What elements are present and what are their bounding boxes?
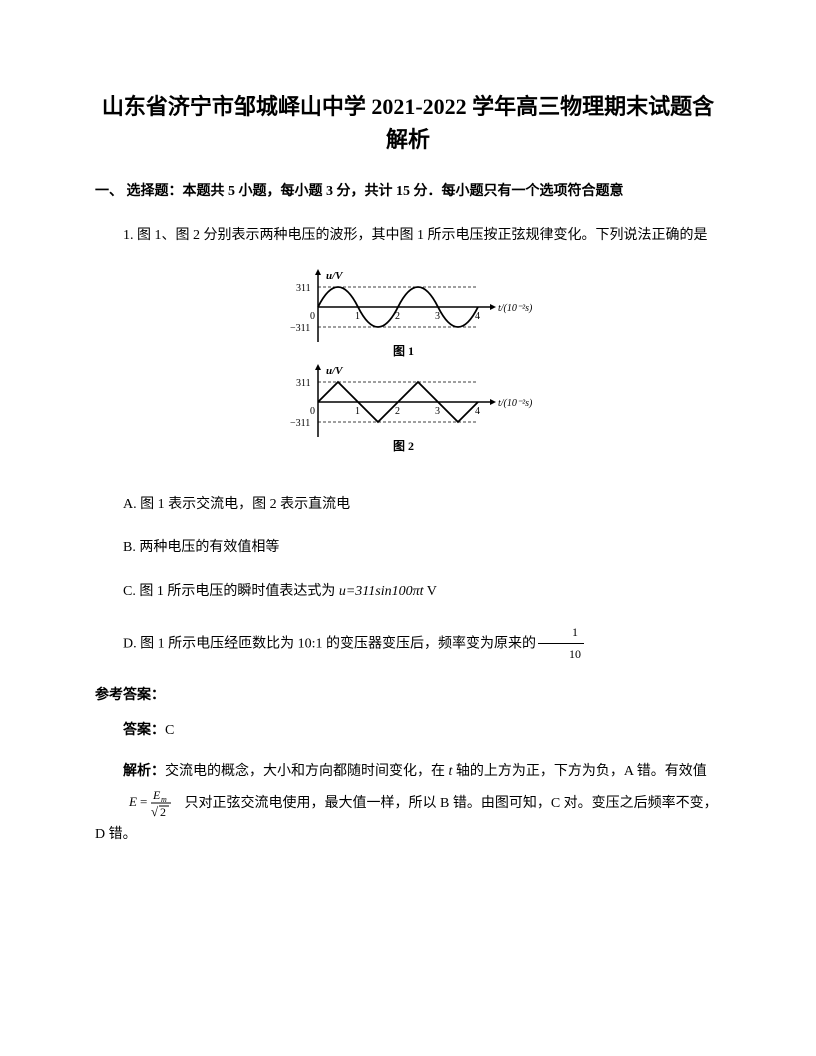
option-a: A. 图 1 表示交流电，图 2 表示直流电 — [95, 492, 721, 517]
answer-value: C — [165, 723, 174, 738]
svg-text:√: √ — [151, 804, 159, 819]
question-body: 图 1、图 2 分别表示两种电压的波形，其中图 1 所示电压按正弦规律变化。下列… — [137, 228, 708, 243]
svg-text:4: 4 — [475, 406, 480, 417]
fraction-numerator: 1 — [538, 622, 584, 645]
svg-text:2: 2 — [395, 311, 400, 322]
explanation-text1: 交流电的概念，大小和方向都随时间变化，在 — [165, 764, 449, 779]
figure-container: u/V 311 −311 0 1 2 3 4 t/(10⁻²s) 图 1 — [95, 267, 721, 472]
svg-text:3: 3 — [435, 406, 440, 417]
fraction-denominator: 10 — [538, 644, 584, 666]
explanation-text2: 轴的上方为正，下方为负，A 错。有效值 — [452, 764, 706, 779]
answer-label: 答案： — [123, 723, 165, 738]
question-text: 1. 图 1、图 2 分别表示两种电压的波形，其中图 1 所示电压按正弦规律变化… — [95, 221, 721, 252]
svg-text:E: E — [128, 794, 137, 809]
svg-text:t/(10⁻²s): t/(10⁻²s) — [498, 303, 533, 314]
section-header: 一、 选择题：本题共 5 小题，每小题 3 分，共计 15 分．每小题只有一个选… — [95, 181, 721, 203]
svg-text:=: = — [140, 794, 147, 809]
svg-text:2: 2 — [160, 805, 166, 819]
rms-formula: E = E m √ 2 — [99, 788, 177, 820]
svg-text:−311: −311 — [290, 323, 310, 334]
option-d-prefix: D. 图 1 所示电压经匝数比为 10:1 的变压器变压后，频率变为原来的 — [123, 636, 536, 651]
explanation-text3: 只对正弦交流电使用，最大值一样，所以 B 错。由图可知，C 对。变压之后频率不变… — [95, 796, 718, 842]
fraction-1-10: 110 — [538, 622, 584, 666]
svg-text:u/V: u/V — [326, 270, 344, 282]
explanation: 解析：交流电的概念，大小和方向都随时间变化，在 t 轴的上方为正，下方为负，A … — [95, 757, 721, 851]
document-title: 山东省济宁市邹城峄山中学 2021-2022 学年高三物理期末试题含解析 — [95, 90, 721, 156]
option-c-prefix: C. 图 1 所示电压的瞬时值表达式为 — [123, 584, 339, 599]
waveform-figures: u/V 311 −311 0 1 2 3 4 t/(10⁻²s) 图 1 — [278, 267, 538, 472]
svg-text:u/V: u/V — [326, 365, 344, 377]
option-b: B. 两种电压的有效值相等 — [95, 535, 721, 560]
svg-text:0: 0 — [310, 311, 315, 322]
svg-text:1: 1 — [355, 311, 360, 322]
svg-text:2: 2 — [395, 406, 400, 417]
svg-text:图 1: 图 1 — [393, 344, 414, 358]
svg-text:311: 311 — [296, 378, 311, 389]
option-c-suffix: V — [424, 584, 437, 599]
option-c-formula: u=311sin100 — [339, 584, 413, 599]
question-number: 1. — [123, 228, 134, 243]
svg-text:E: E — [152, 788, 161, 802]
explanation-label: 解析： — [123, 764, 165, 779]
svg-text:0: 0 — [310, 406, 315, 417]
svg-text:4: 4 — [475, 311, 480, 322]
reference-answer-label: 参考答案： — [95, 684, 721, 704]
svg-text:图 2: 图 2 — [393, 439, 414, 453]
svg-text:3: 3 — [435, 311, 440, 322]
option-c: C. 图 1 所示电压的瞬时值表达式为 u=311sin100πt V — [95, 579, 721, 604]
pi-symbol: πt — [413, 584, 424, 599]
svg-text:t/(10⁻²s): t/(10⁻²s) — [498, 398, 533, 409]
svg-text:−311: −311 — [290, 418, 310, 429]
svg-text:1: 1 — [355, 406, 360, 417]
option-d: D. 图 1 所示电压经匝数比为 10:1 的变压器变压后，频率变为原来的110 — [95, 622, 721, 666]
answer-line: 答案：C — [95, 719, 721, 739]
svg-text:311: 311 — [296, 283, 311, 294]
